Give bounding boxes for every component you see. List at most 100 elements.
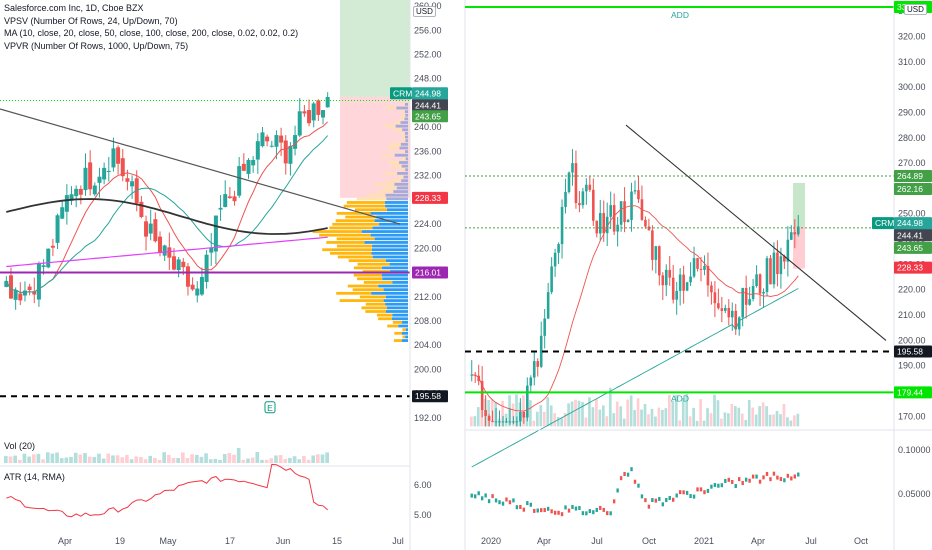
volume-profile-up-bar bbox=[384, 124, 396, 128]
volume-profile-up-bar bbox=[393, 339, 402, 342]
volume-profile-down-bar bbox=[372, 226, 408, 230]
candle-body bbox=[171, 256, 176, 270]
right-price-tick: 210.00 bbox=[898, 310, 926, 320]
candle-body bbox=[283, 140, 288, 164]
left-tag-t3-bg bbox=[412, 191, 448, 204]
ratio-candle bbox=[585, 511, 588, 516]
indicator-ma[interactable]: MA (10, close, 20, close, 50, close, 100… bbox=[4, 28, 299, 38]
ratio-candle bbox=[505, 497, 508, 502]
currency-badge-right[interactable]: USD bbox=[904, 4, 927, 15]
candle-body bbox=[311, 103, 316, 121]
candle-body bbox=[223, 194, 228, 208]
volume-profile-up-bar bbox=[366, 193, 386, 197]
right-tag-t4: 243.65 bbox=[897, 243, 923, 253]
right-candle-body bbox=[612, 205, 616, 232]
ratio-candle bbox=[626, 472, 630, 477]
right-tag-t1-bg bbox=[894, 170, 932, 183]
right-volume-bar bbox=[730, 403, 734, 427]
ratio-candle bbox=[630, 467, 633, 472]
volume-label[interactable]: Vol (20) bbox=[4, 441, 36, 451]
candle-body bbox=[46, 248, 51, 268]
left-tag-symbol-bg bbox=[390, 87, 412, 100]
indicator-vpsv[interactable]: VPSV (Number Of Rows, 24, Up/Down, 70) bbox=[4, 15, 178, 26]
candle-body bbox=[209, 247, 214, 253]
ratio-candle bbox=[717, 483, 720, 488]
right-candle-body bbox=[553, 252, 557, 267]
right-volume-bar bbox=[668, 394, 671, 427]
right-volume-bar bbox=[793, 415, 796, 427]
ratio-candle bbox=[640, 494, 644, 499]
right-volume-bar bbox=[647, 414, 650, 427]
volume-profile-down-bar bbox=[364, 241, 408, 244]
candle-body bbox=[218, 207, 223, 210]
indicator-vpvr[interactable]: VPVR (Number Of Rows, 1000, Up/Down, 75) bbox=[4, 40, 189, 51]
volume-profile-up-bar bbox=[345, 215, 377, 219]
volume-profile-up-bar bbox=[398, 175, 404, 179]
ratio-candle bbox=[654, 498, 658, 503]
candle-body bbox=[78, 188, 83, 195]
candle-body bbox=[307, 110, 312, 124]
ratio-candle bbox=[578, 506, 581, 511]
right-volume-bar bbox=[615, 401, 619, 427]
right-volume-bar bbox=[577, 400, 581, 427]
candle-body bbox=[144, 221, 149, 237]
right-volume-bar bbox=[761, 402, 765, 427]
right-volume-bar bbox=[772, 414, 775, 427]
volume-profile-up-bar bbox=[402, 150, 406, 153]
right-tag-t2-bg bbox=[894, 182, 932, 195]
right-price-tick: 310.00 bbox=[898, 57, 926, 67]
right-volume-bar bbox=[626, 399, 629, 427]
right-volume-bar bbox=[713, 394, 716, 427]
ratio-candle bbox=[647, 504, 651, 509]
left-tag-t4-bg bbox=[412, 266, 448, 279]
right-volume-bar bbox=[737, 407, 741, 427]
volume-bar bbox=[306, 459, 311, 463]
volume-profile-up-bar bbox=[385, 106, 397, 110]
right-tag-t1: 264.89 bbox=[897, 171, 923, 181]
candle-body bbox=[88, 162, 93, 190]
right-tag-t7: 179.44 bbox=[897, 387, 923, 397]
right-volume-bar bbox=[706, 408, 709, 427]
candle-body bbox=[269, 145, 274, 147]
right-volume-bar bbox=[695, 420, 699, 427]
right-candle-body bbox=[644, 219, 647, 227]
ratio-candle bbox=[710, 484, 713, 489]
right-candle-body bbox=[744, 287, 748, 305]
currency-badge-left[interactable]: USD bbox=[413, 6, 436, 17]
left-time-tick: Jul bbox=[392, 536, 404, 546]
volume-profile-down-bar bbox=[405, 113, 408, 117]
candle-body bbox=[97, 176, 102, 183]
candle-body bbox=[293, 135, 298, 149]
volume-bar bbox=[213, 458, 218, 463]
right-candle-body bbox=[498, 421, 501, 423]
atr-label[interactable]: ATR (14, RMA) bbox=[4, 472, 65, 482]
ratio-candle bbox=[665, 498, 668, 503]
right-volume-bar bbox=[536, 411, 539, 427]
volume-bar bbox=[106, 453, 111, 463]
right-candle-body bbox=[765, 258, 769, 293]
left-price-tick: 248.00 bbox=[414, 74, 442, 84]
volume-profile-down-bar bbox=[385, 310, 408, 313]
ratio-candle bbox=[543, 508, 546, 513]
volume-profile-up-bar bbox=[363, 281, 393, 284]
right-volume-bar bbox=[591, 407, 595, 427]
volume-bar bbox=[148, 455, 153, 463]
ratio-candle bbox=[706, 488, 710, 493]
right-price-tick: 300.00 bbox=[898, 82, 926, 92]
right-tag-t7-bg bbox=[894, 386, 932, 399]
ratio-candle bbox=[529, 502, 532, 507]
volume-profile-down-bar bbox=[393, 190, 408, 193]
volume-bar bbox=[171, 458, 176, 463]
ratio-candle bbox=[606, 511, 609, 516]
volume-bar bbox=[41, 459, 45, 463]
volume-profile-down-bar bbox=[403, 175, 408, 179]
ratio-candle bbox=[633, 479, 637, 484]
right-volume-bar bbox=[476, 407, 480, 427]
candle-body bbox=[302, 111, 307, 114]
candle-body bbox=[213, 215, 218, 252]
candle-body bbox=[27, 286, 32, 291]
volume-profile-down-bar bbox=[394, 153, 408, 157]
right-candle-body bbox=[515, 421, 519, 423]
candle-body bbox=[55, 215, 60, 243]
right-candle-body bbox=[717, 303, 720, 309]
